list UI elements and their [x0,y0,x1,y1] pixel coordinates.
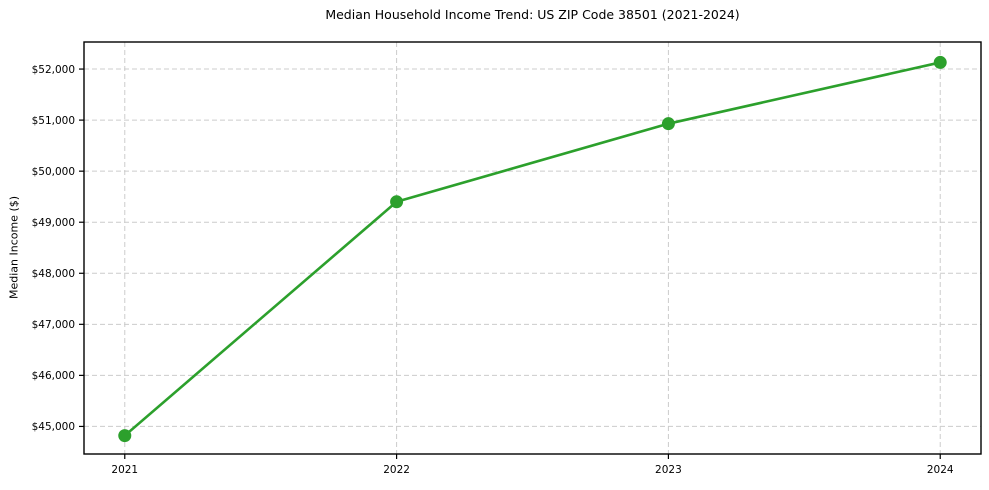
y-tick-label: $52,000 [32,64,75,76]
data-point [390,195,404,209]
y-tick-label: $51,000 [32,115,75,127]
chart-title: Median Household Income Trend: US ZIP Co… [325,7,740,22]
data-point [933,55,947,69]
plot-border [83,41,982,455]
x-tick-label: 2023 [655,464,682,476]
y-tick-label: $49,000 [32,217,75,229]
y-tick-label: $47,000 [32,319,75,331]
y-tick-label: $48,000 [32,268,75,280]
y-tick-label: $45,000 [32,421,75,433]
x-tick-label: 2024 [927,464,954,476]
data-point [661,117,675,131]
y-tick-label: $50,000 [32,166,75,178]
x-tick-label: 2021 [111,464,138,476]
trend-line [123,61,942,437]
y-tick-label: $46,000 [32,370,75,382]
x-tick-label: 2022 [383,464,410,476]
data-point [118,429,132,443]
